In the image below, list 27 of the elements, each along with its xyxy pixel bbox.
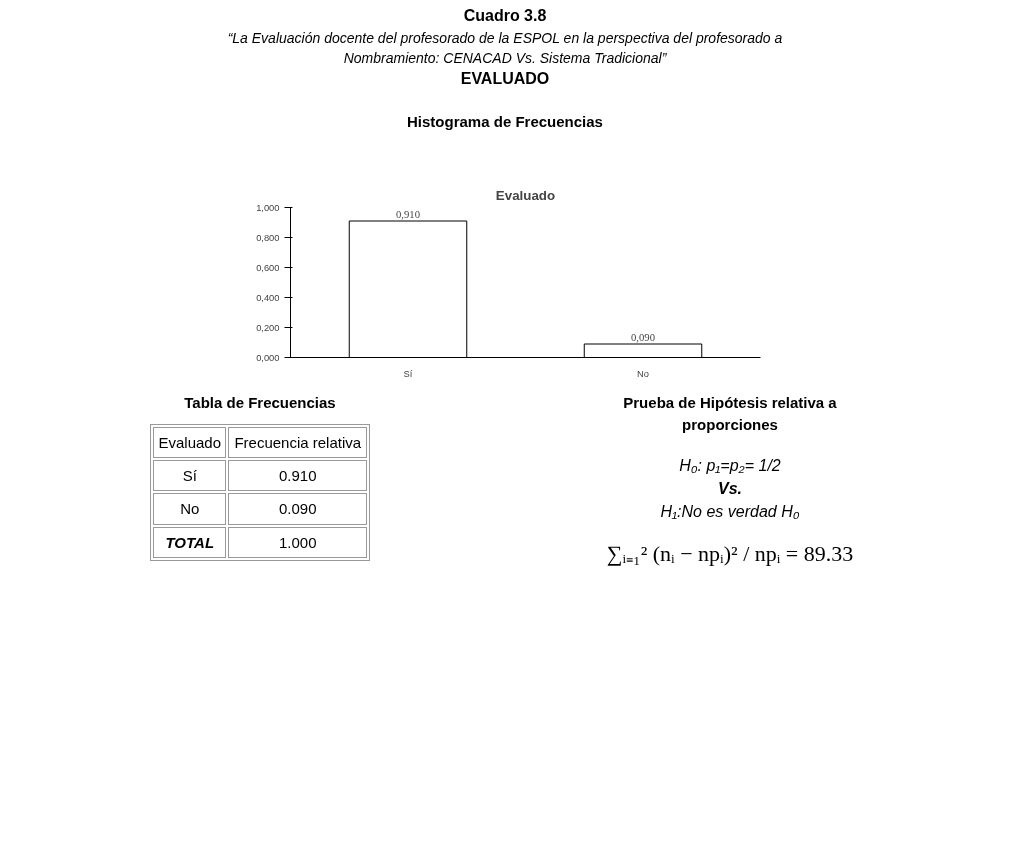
data-label: 0,910 [396,209,420,221]
text: Evaluado [153,426,227,458]
text: TOTAL [153,526,227,559]
text: Frecuencia relativa [228,426,367,458]
text: 0.910 [228,459,367,492]
text: “La Evaluación docente del profesorado de la ESPOL en la perspectiva del profesorado a Nombramiento: CENACAD Vs. Sistema Tradicional” [226,28,784,68]
text: ∑ᵢ₌₁² (nᵢ − npᵢ)² / npᵢ = 89.33 [605,540,855,569]
y-tick-label: 1,000 [256,202,280,213]
text: 0.090 [228,493,367,525]
text: Vs. [717,478,743,499]
text: No [153,493,227,525]
chart-title: Evaluado [495,187,556,203]
text: H₀: p₁=p₂= 1/2 [678,455,782,476]
text: 1.000 [228,526,367,559]
text: H₁:No es verdad H₀ [659,501,801,522]
chart-subtitle: Histograma de Frecuencias [406,111,604,132]
text: EVALUADO [459,68,551,89]
y-tick-label: 0,000 [256,352,280,363]
y-tick-label: 0,800 [256,232,280,243]
y-tick-label: 0,200 [256,322,280,333]
y-tick-label: 0,400 [256,292,280,303]
y-tick-label: 0,600 [256,262,280,273]
data-label: 0,090 [631,332,655,344]
text: Tabla de Frecuencias [183,393,337,414]
text: Cuadro 3.8 [462,6,548,26]
text: Sí [153,459,227,492]
text: Prueba de Hipótesis relativa a proporciones [622,393,838,435]
